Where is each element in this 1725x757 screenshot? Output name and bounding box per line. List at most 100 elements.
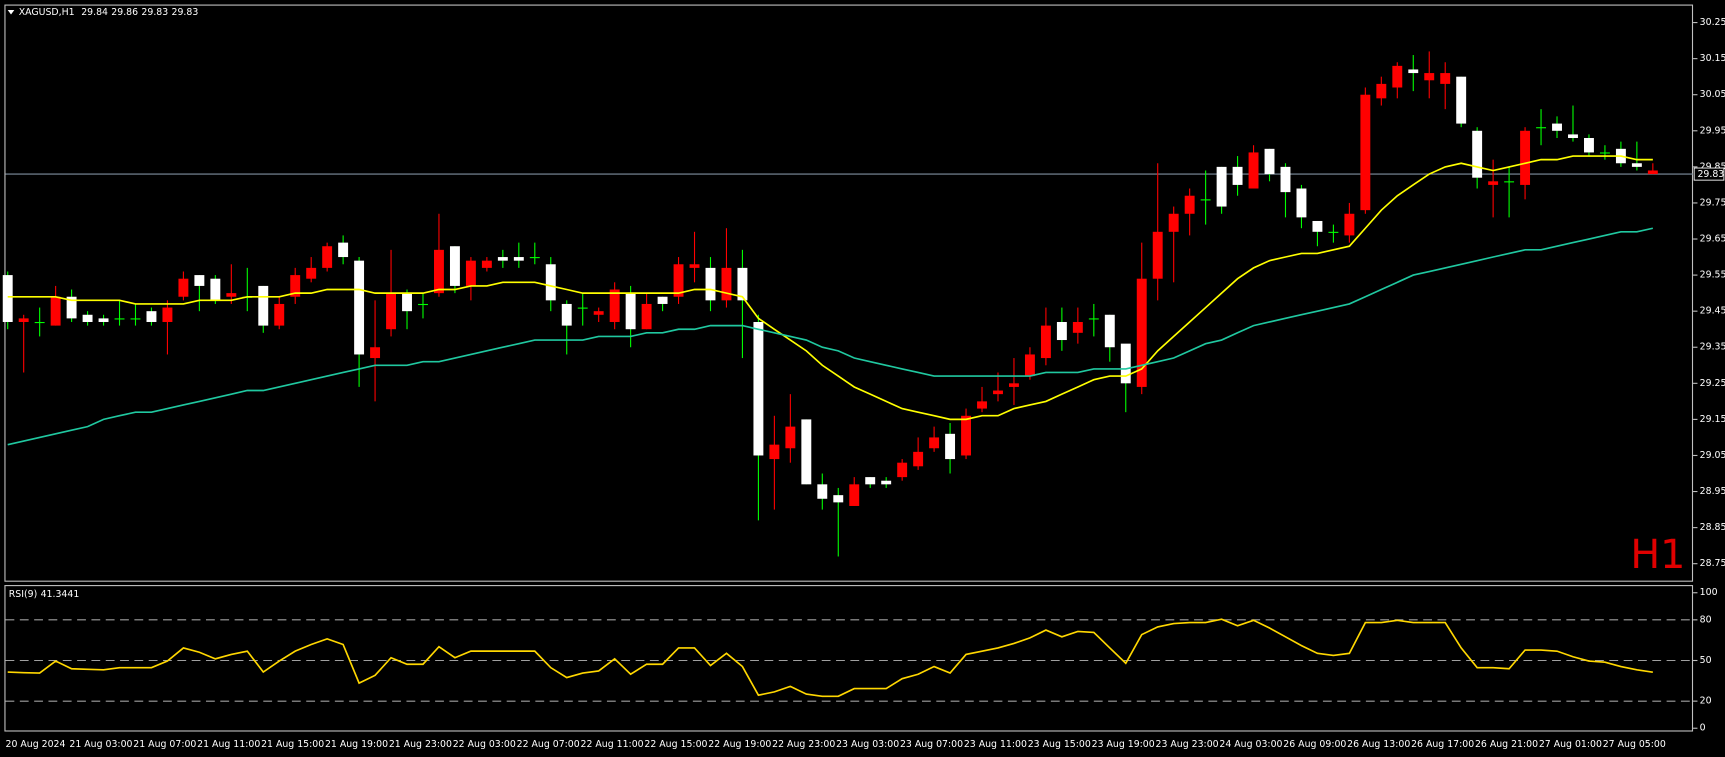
timeframe-label: H1 — [1630, 532, 1685, 578]
candle-body — [1488, 181, 1499, 185]
x-tick-label: 21 Aug 19:00 — [325, 739, 388, 750]
candle-body — [1024, 354, 1035, 377]
y-tick-label: 29.15 — [1700, 414, 1725, 425]
candle-body — [1152, 231, 1163, 279]
x-tick-label: 23 Aug 15:00 — [1028, 739, 1091, 750]
candle-body — [1504, 181, 1515, 183]
candle-body — [1248, 152, 1259, 189]
candle-body — [881, 480, 892, 485]
x-tick-label: 23 Aug 03:00 — [836, 739, 899, 750]
chart-header: XAGUSD,H1 29.84 29.86 29.83 29.83 — [19, 7, 199, 18]
last-low: 29.83 — [141, 7, 168, 18]
candle-body — [34, 321, 45, 324]
candle-body — [2, 275, 13, 322]
candle-body — [306, 267, 317, 279]
y-tick-label: 29.45 — [1700, 306, 1725, 317]
indicator-header: RSI(9) 41.3441 — [9, 588, 80, 599]
x-tick-label: 20 Aug 2024 — [6, 739, 66, 750]
candle-body — [1056, 321, 1067, 341]
candle-body — [1280, 166, 1291, 193]
candle-body — [1456, 76, 1467, 124]
x-tick-label: 27 Aug 05:00 — [1603, 739, 1666, 750]
x-tick-label: 27 Aug 01:00 — [1539, 739, 1602, 750]
candle-body — [290, 275, 301, 297]
candle-body — [1120, 343, 1131, 384]
y-tick-label: 28.75 — [1700, 558, 1725, 569]
x-tick-label: 22 Aug 15:00 — [644, 739, 707, 750]
candle-body — [1104, 314, 1115, 348]
candle-body — [322, 246, 333, 268]
indicator-y-tick-label: 80 — [1700, 614, 1712, 625]
x-tick-label: 22 Aug 23:00 — [772, 739, 835, 750]
candle-body — [162, 307, 173, 322]
x-tick-label: 21 Aug 23:00 — [389, 739, 452, 750]
candle-body — [1376, 83, 1387, 99]
price-tag-label: 29.83 — [1697, 169, 1724, 180]
y-tick-label: 29.55 — [1700, 270, 1725, 281]
candle-body — [561, 303, 572, 326]
candle-body — [577, 307, 588, 309]
candle-body — [1136, 278, 1147, 387]
x-tick-label: 21 Aug 11:00 — [197, 739, 260, 750]
candle-body — [1440, 73, 1451, 84]
candle-body — [817, 484, 828, 499]
candle-body — [1552, 123, 1562, 131]
candle-body — [1392, 65, 1403, 88]
y-tick-label: 29.75 — [1700, 197, 1725, 208]
candle-body — [945, 433, 956, 460]
x-tick-label: 22 Aug 11:00 — [581, 739, 644, 750]
indicator-last: 41.3441 — [41, 588, 80, 599]
candle-body — [1584, 138, 1594, 153]
indicator-y-tick-label: 50 — [1700, 655, 1712, 666]
candle-body — [98, 318, 109, 322]
candle-body — [1472, 130, 1483, 178]
menu-arrow[interactable] — [7, 10, 15, 15]
candle-body — [50, 296, 61, 326]
candle-body — [625, 293, 636, 330]
candle-body — [258, 285, 269, 326]
candle-body — [977, 401, 987, 409]
candle-body — [274, 303, 285, 326]
candle-body — [529, 257, 540, 259]
y-tick-label: 29.05 — [1700, 450, 1725, 461]
candle-body — [609, 289, 620, 322]
x-tick-label: 24 Aug 03:00 — [1219, 739, 1282, 750]
candle-body — [66, 296, 77, 319]
indicator-y-tick-label: 100 — [1700, 587, 1718, 598]
candle-body — [481, 260, 492, 268]
candle-body — [913, 451, 924, 467]
candle-body — [130, 318, 141, 320]
candle-body — [593, 311, 604, 315]
x-tick-label: 23 Aug 07:00 — [900, 739, 963, 750]
candle-body — [689, 264, 700, 268]
indicator-y-tick-label: 0 — [1700, 723, 1706, 734]
candle-body — [929, 437, 940, 449]
candle-body — [1200, 199, 1211, 201]
candle-body — [865, 477, 876, 485]
candle-body — [673, 264, 684, 297]
candle-body — [1408, 69, 1419, 74]
candle-body — [1360, 94, 1371, 211]
price-tag — [1693, 167, 1725, 181]
y-tick-label: 30.05 — [1700, 89, 1725, 100]
y-tick-label: 28.95 — [1700, 486, 1725, 497]
y-tick-label: 30.15 — [1700, 53, 1725, 64]
y-tick-label: 29.35 — [1700, 342, 1725, 353]
candle-body — [1264, 148, 1275, 175]
y-tick-label: 29.85 — [1700, 161, 1725, 172]
candle-body — [705, 267, 716, 301]
candle-body — [1009, 383, 1019, 387]
indicator-panel — [4, 585, 1694, 732]
y-tick-label: 28.85 — [1700, 522, 1725, 533]
candle-body — [1631, 163, 1642, 167]
candle-body — [1040, 325, 1051, 359]
y-tick-label: 29.65 — [1700, 234, 1725, 245]
x-tick-label: 26 Aug 13:00 — [1347, 739, 1410, 750]
x-tick-label: 23 Aug 19:00 — [1092, 739, 1155, 750]
candle-body — [1424, 73, 1435, 81]
last-close: 29.83 — [172, 7, 199, 18]
candle-body — [194, 275, 205, 286]
